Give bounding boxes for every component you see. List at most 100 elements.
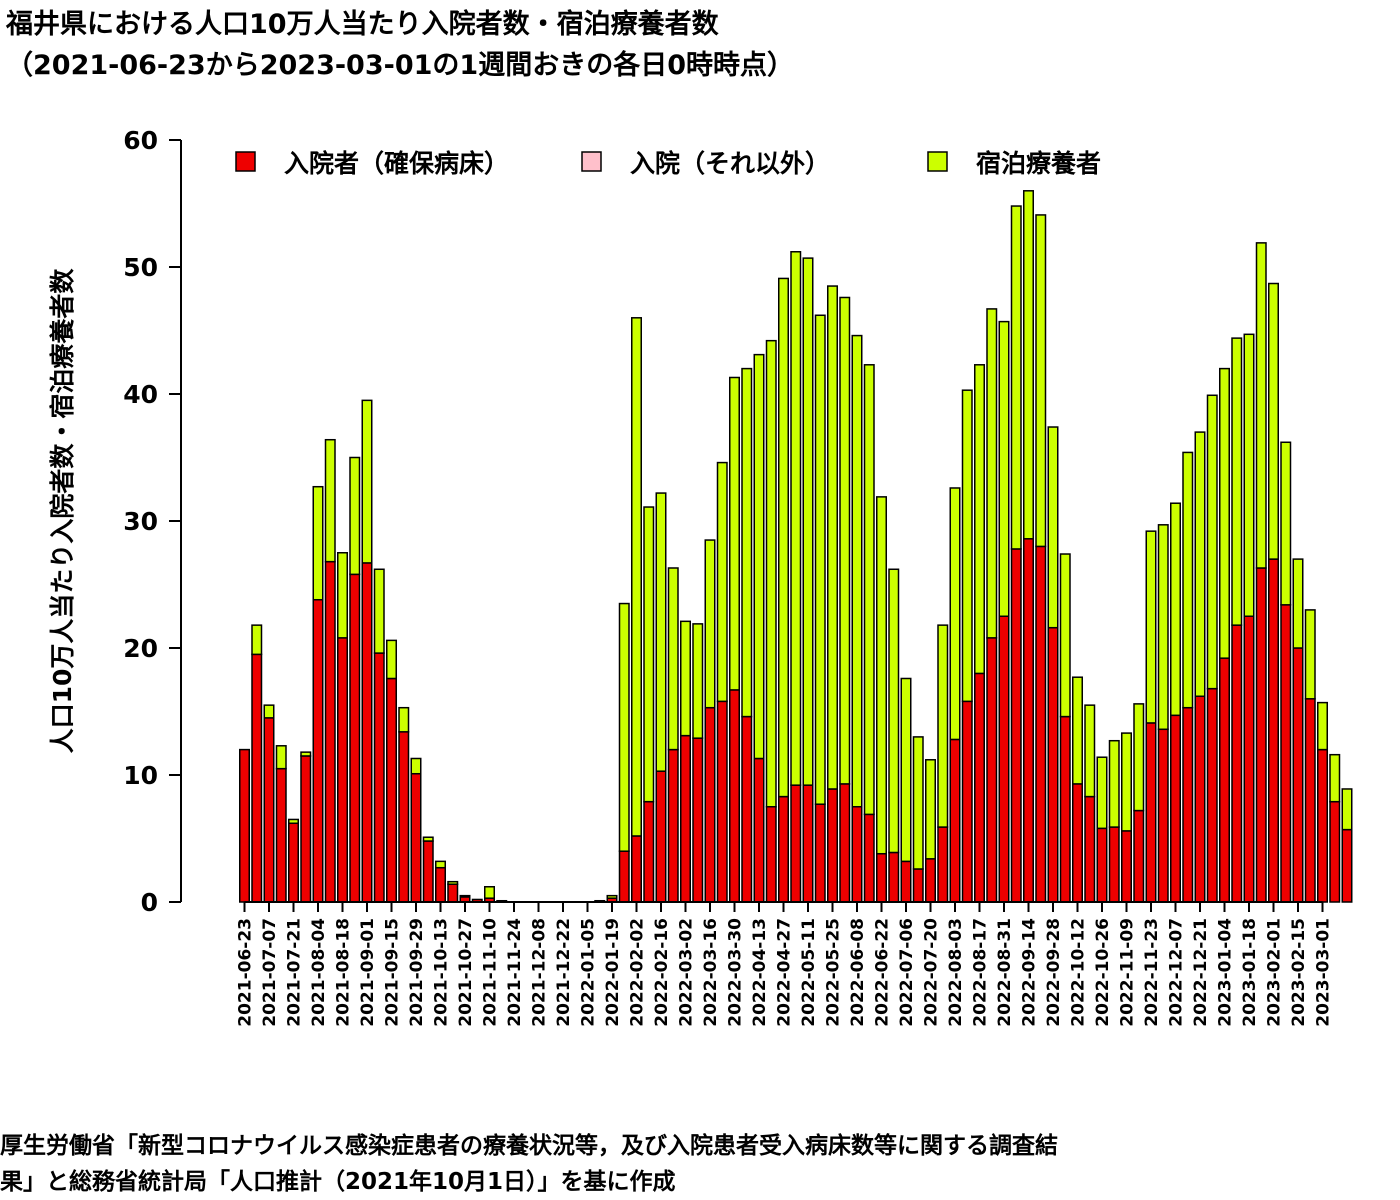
bar-segment-s0-4 <box>288 822 299 903</box>
bar-segment-s2-8 <box>337 552 348 639</box>
bar-group <box>239 190 1353 903</box>
bar-segment-s2-35 <box>667 567 679 751</box>
bar-segment-s0-54 <box>900 860 912 903</box>
x-tick-label: 2022-10-12 <box>1069 918 1089 1027</box>
bar-segment-s2-11 <box>373 568 385 654</box>
bar-segment-s2-38 <box>704 539 716 709</box>
y-tick-label: 50 <box>123 253 158 282</box>
bar-segment-s0-52 <box>876 852 887 903</box>
x-tick-label: 2021-11-10 <box>481 918 501 1027</box>
bar-segment-s0-6 <box>312 598 324 903</box>
legend: 入院者（確保病床） 入院（それ以外） 宿泊療養者 <box>235 149 1101 178</box>
bar-segment-s0-37 <box>692 737 704 903</box>
bar-segment-s0-58 <box>949 738 961 903</box>
bar-segment-s0-57 <box>937 826 949 903</box>
bar-segment-s2-88 <box>1317 701 1328 751</box>
x-tick-label: 2021-09-29 <box>407 918 427 1027</box>
bar-segment-s0-32 <box>631 835 642 903</box>
bar-segment-s2-67 <box>1059 553 1071 718</box>
bar-segment-s2-30 <box>606 894 618 899</box>
x-tick-label: 2021-07-07 <box>260 918 280 1027</box>
bar-segment-s0-78 <box>1194 695 1206 903</box>
bar-segment-s0-67 <box>1059 715 1071 903</box>
x-tick-label: 2022-05-25 <box>824 918 844 1027</box>
legend-swatch-0 <box>235 151 256 172</box>
bar-segment-s0-31 <box>618 850 630 903</box>
bar-segment-s0-12 <box>386 677 397 903</box>
bar-segment-s2-82 <box>1243 333 1255 617</box>
y-axis: 0 10 20 30 40 50 60 <box>123 126 182 917</box>
bar-segment-s2-83 <box>1255 242 1267 569</box>
y-tick-label: 60 <box>123 126 158 155</box>
x-tick-label: 2023-02-15 <box>1289 918 1309 1027</box>
source-note-line-1: 厚生労働省「新型コロナウイルス感染症患者の療養状況等，及び入院患者受入病床数等に… <box>0 1133 1058 1159</box>
bar-segment-s2-54 <box>900 677 912 863</box>
x-tick-label: 2021-09-15 <box>383 918 403 1027</box>
x-tick-label: 2022-01-19 <box>603 918 623 1027</box>
bar-segment-s2-60 <box>974 364 985 675</box>
x-tick-label: 2022-09-14 <box>1020 918 1040 1027</box>
bar-segment-s2-3 <box>275 745 287 770</box>
y-tick-label: 30 <box>123 507 158 536</box>
bar-segment-s2-36 <box>680 620 691 737</box>
bar-segment-s2-72 <box>1121 732 1132 832</box>
legend-label-2: 宿泊療養者 <box>976 149 1101 178</box>
bar-segment-s2-41 <box>741 367 753 718</box>
bar-segment-s2-64 <box>1023 190 1034 540</box>
bar-segment-s2-49 <box>839 296 851 785</box>
bar-segment-s2-34 <box>655 492 667 772</box>
bar-segment-s0-2 <box>263 717 275 903</box>
bar-segment-s2-45 <box>790 251 802 786</box>
bar-segment-s0-77 <box>1182 706 1194 903</box>
bar-segment-s2-73 <box>1133 703 1145 812</box>
bar-segment-s2-47 <box>814 314 826 805</box>
bar-segment-s0-86 <box>1292 647 1304 903</box>
bar-segment-s0-71 <box>1108 826 1120 903</box>
bar-segment-s2-84 <box>1268 282 1279 560</box>
x-tick-label: 2021-11-24 <box>505 918 525 1027</box>
x-tick-label: 2021-07-21 <box>285 918 305 1027</box>
x-tick-label: 2023-01-18 <box>1240 918 1260 1027</box>
bar-segment-s2-5 <box>300 751 312 757</box>
legend-label-1: 入院（それ以外） <box>630 149 830 178</box>
bar-segment-s2-53 <box>888 568 900 854</box>
bar-segment-s0-70 <box>1096 827 1108 903</box>
bar-segment-s2-89 <box>1329 753 1341 803</box>
bar-segment-s0-87 <box>1304 698 1316 903</box>
y-tick-label: 40 <box>123 380 158 409</box>
bar-segment-s0-73 <box>1133 809 1145 903</box>
bar-segment-s2-32 <box>631 317 642 837</box>
x-tick-label: 2022-08-17 <box>971 918 991 1027</box>
bar-segment-s0-63 <box>1010 548 1022 903</box>
bar-segment-s0-33 <box>643 800 655 903</box>
x-tick-label: 2022-12-21 <box>1191 918 1211 1027</box>
x-tick-label: 2021-10-13 <box>432 918 452 1027</box>
source-note-line-2: 果」と総務省統計局「人口推計（2021年10月1日）」を基に作成 <box>0 1169 676 1195</box>
x-tick-label: 2022-08-03 <box>946 918 966 1027</box>
bar-segment-s2-43 <box>765 339 777 808</box>
bar-segment-s2-78 <box>1194 431 1206 698</box>
chart-title: 福井県における人口10万人当たり入院者数・宿泊療養者数 （2021-06-23か… <box>0 0 1400 90</box>
bar-segment-s2-1 <box>251 624 263 656</box>
x-tick-label: 2021-12-22 <box>554 918 574 1027</box>
bar-segment-s2-14 <box>410 757 422 775</box>
bar-segment-s0-16 <box>435 866 446 903</box>
y-axis-title: 人口10万人当たり入院者数・宿泊療養者数 <box>48 268 77 754</box>
bar-segment-s0-41 <box>741 715 753 903</box>
bar-segment-s2-12 <box>386 639 397 680</box>
bar-segment-s0-74 <box>1145 722 1157 903</box>
bar-segment-s2-7 <box>324 438 336 563</box>
x-tick-label: 2021-12-08 <box>530 918 550 1027</box>
bar-segment-s0-17 <box>447 883 459 903</box>
chart-title-line-1: 福井県における人口10万人当たり入院者数・宿泊療養者数 <box>6 9 719 40</box>
bar-segment-s0-85 <box>1280 604 1292 903</box>
bar-segment-s2-57 <box>937 624 949 828</box>
x-tick-label: 2022-11-09 <box>1118 918 1138 1027</box>
bar-segment-s2-68 <box>1072 676 1083 785</box>
bar-segment-s0-46 <box>802 784 814 903</box>
bar-segment-s2-70 <box>1096 756 1108 830</box>
bar-segment-s0-51 <box>863 813 875 903</box>
bar-segment-s0-38 <box>704 706 716 903</box>
bar-segment-s0-59 <box>961 700 973 903</box>
